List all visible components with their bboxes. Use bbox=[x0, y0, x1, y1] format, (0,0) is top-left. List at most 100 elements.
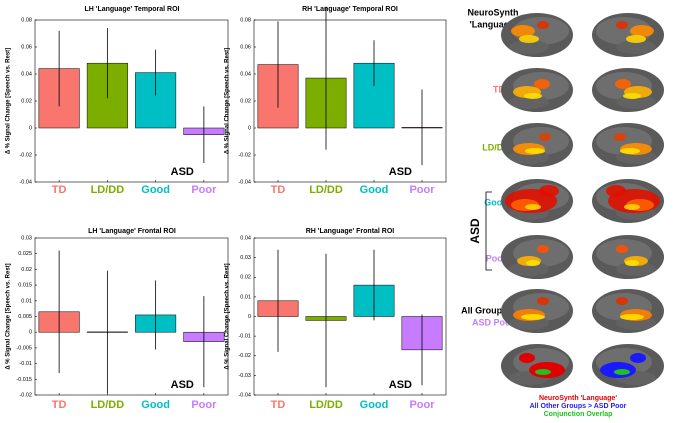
y-tick-label: 0.02 bbox=[240, 275, 251, 281]
x-tick-label: Poor bbox=[191, 184, 217, 196]
y-tick-label: 0.04 bbox=[240, 235, 251, 241]
brain bbox=[592, 235, 664, 279]
x-tick-label: Good bbox=[141, 184, 170, 196]
x-tick-label: TD bbox=[271, 399, 286, 411]
y-tick-label: 0.02 bbox=[21, 267, 32, 273]
activation bbox=[535, 369, 551, 375]
y-tick-label: -0.01 bbox=[19, 361, 32, 367]
brain bbox=[592, 179, 664, 223]
chart-title: LH 'Language' Temporal ROI bbox=[85, 6, 180, 13]
activation bbox=[539, 133, 551, 141]
row-label: TD bbox=[493, 84, 505, 94]
x-tick-label: LD/DD bbox=[91, 399, 125, 411]
y-tick-label: 0 bbox=[29, 330, 32, 336]
activation bbox=[616, 21, 628, 29]
activation bbox=[623, 93, 641, 99]
y-tick-label: -0.02 bbox=[19, 152, 32, 158]
y-axis-label: Δ % Signal Change [Speech vs. Rest] bbox=[6, 48, 12, 154]
x-tick-label: Good bbox=[360, 399, 389, 411]
activation bbox=[537, 297, 549, 305]
activation bbox=[606, 185, 626, 197]
y-tick-label: 0 bbox=[29, 125, 32, 131]
activation bbox=[534, 79, 550, 89]
x-tick-label: Good bbox=[360, 184, 389, 196]
x-tick-label: Poor bbox=[409, 184, 435, 196]
chart-title: RH 'Language' Temporal ROI bbox=[302, 6, 398, 13]
temporal-lobe bbox=[616, 262, 656, 276]
brain bbox=[501, 289, 573, 333]
activation bbox=[624, 204, 640, 210]
activation bbox=[630, 353, 646, 363]
bracket bbox=[485, 191, 492, 271]
x-tick-label: Good bbox=[141, 399, 170, 411]
y-tick-label: 0.04 bbox=[240, 71, 251, 77]
brain-legend: All Other Groups > ASD Poor bbox=[530, 403, 627, 410]
activation bbox=[616, 297, 628, 305]
activation bbox=[537, 21, 549, 29]
y-tick-label: -0.02 bbox=[19, 392, 32, 398]
x-tick-label: LD/DD bbox=[91, 184, 125, 196]
activation bbox=[524, 93, 542, 99]
activation bbox=[625, 260, 639, 266]
temporal-lobe bbox=[509, 262, 549, 276]
y-tick-label: 0.06 bbox=[240, 44, 251, 50]
row-label: Good bbox=[484, 197, 508, 207]
activation bbox=[537, 245, 549, 253]
y-tick-label: 0.015 bbox=[18, 283, 32, 289]
temporal-lobe bbox=[616, 40, 656, 54]
brain-header: 'Language' bbox=[470, 19, 517, 29]
y-tick-label: 0.03 bbox=[21, 235, 32, 241]
y-tick-label: 0.08 bbox=[21, 17, 32, 23]
activation bbox=[626, 35, 646, 43]
temporal-lobe bbox=[616, 95, 656, 109]
y-tick-label: -0.005 bbox=[16, 345, 32, 351]
x-tick-label: TD bbox=[271, 184, 286, 196]
contrast-label: All Groups > bbox=[461, 305, 515, 315]
y-tick-label: 0.005 bbox=[18, 314, 32, 320]
y-tick-label: 0.03 bbox=[240, 255, 251, 261]
x-tick-label: LD/DD bbox=[309, 399, 343, 411]
temporal-lobe bbox=[509, 95, 549, 109]
y-tick-label: -0.015 bbox=[16, 377, 32, 383]
activation bbox=[519, 353, 535, 363]
activation bbox=[519, 35, 539, 43]
brain-legend: Conjunction Overlap bbox=[544, 411, 613, 418]
y-tick-label: -0.02 bbox=[238, 152, 251, 158]
brain bbox=[592, 344, 664, 388]
brain bbox=[501, 344, 573, 388]
y-tick-label: 0.025 bbox=[18, 251, 32, 257]
x-tick-label: TD bbox=[52, 184, 67, 196]
annotation: ASD bbox=[389, 166, 412, 178]
y-tick-label: -0.04 bbox=[19, 179, 32, 185]
activation bbox=[620, 148, 640, 154]
brain bbox=[592, 289, 664, 333]
y-tick-label: 0.08 bbox=[240, 17, 251, 23]
y-tick-label: 0.02 bbox=[21, 98, 32, 104]
y-tick-label: 0 bbox=[248, 314, 251, 320]
brain bbox=[501, 179, 573, 223]
row-label: Poor bbox=[486, 253, 507, 263]
brain-annotations: NeuroSynth 'Language' TD LD/DD Good Poor… bbox=[461, 7, 627, 417]
y-tick-label: 0.01 bbox=[21, 298, 32, 304]
group-label: ASD bbox=[468, 218, 482, 244]
activation bbox=[511, 25, 535, 37]
y-tick-label: -0.04 bbox=[238, 392, 251, 398]
y-tick-label: 0.02 bbox=[240, 98, 251, 104]
chart-title: LH 'Language' Frontal ROI bbox=[88, 228, 176, 235]
x-tick-label: Poor bbox=[409, 399, 435, 411]
activation bbox=[615, 79, 631, 89]
y-tick-label: -0.03 bbox=[238, 373, 251, 379]
y-tick-label: -0.02 bbox=[238, 353, 251, 359]
y-tick-label: 0.01 bbox=[240, 294, 251, 300]
activation bbox=[630, 25, 654, 37]
y-tick-label: -0.01 bbox=[238, 334, 251, 340]
brain bbox=[592, 13, 664, 57]
activation bbox=[525, 148, 545, 154]
activation bbox=[614, 133, 626, 141]
chart-title: RH 'Language' Frontal ROI bbox=[306, 228, 395, 235]
x-tick-label: TD bbox=[52, 399, 67, 411]
brain bbox=[501, 235, 573, 279]
y-tick-label: -0.04 bbox=[238, 179, 251, 185]
activation bbox=[620, 314, 644, 320]
activation bbox=[521, 314, 545, 320]
